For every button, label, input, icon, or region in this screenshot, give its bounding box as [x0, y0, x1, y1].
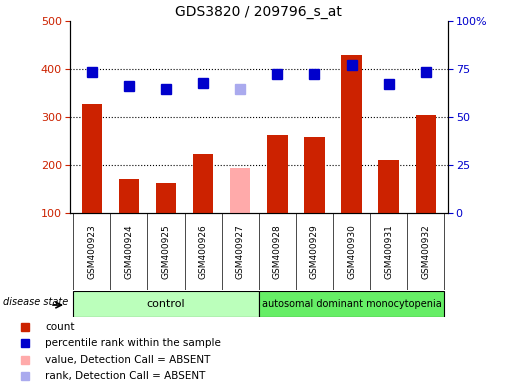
- Text: percentile rank within the sample: percentile rank within the sample: [45, 338, 221, 348]
- Title: GDS3820 / 209796_s_at: GDS3820 / 209796_s_at: [175, 5, 342, 19]
- Bar: [184, 21, 221, 213]
- Text: GSM400931: GSM400931: [384, 224, 393, 279]
- Text: autosomal dominant monocytopenia: autosomal dominant monocytopenia: [262, 299, 441, 309]
- Text: control: control: [147, 299, 185, 309]
- Text: GSM400930: GSM400930: [347, 224, 356, 279]
- Text: GSM400923: GSM400923: [87, 224, 96, 279]
- Bar: [147, 21, 184, 213]
- Text: GSM400927: GSM400927: [236, 224, 245, 279]
- Text: rank, Detection Call = ABSENT: rank, Detection Call = ABSENT: [45, 371, 205, 381]
- Bar: [73, 21, 110, 213]
- Bar: [193, 154, 213, 213]
- Bar: [341, 55, 362, 213]
- FancyBboxPatch shape: [259, 291, 444, 317]
- Bar: [230, 167, 250, 213]
- Text: GSM400926: GSM400926: [199, 224, 208, 279]
- Text: GSM400929: GSM400929: [310, 224, 319, 279]
- Bar: [304, 137, 324, 213]
- Text: value, Detection Call = ABSENT: value, Detection Call = ABSENT: [45, 354, 210, 364]
- Bar: [379, 161, 399, 213]
- Text: disease state: disease state: [4, 298, 68, 308]
- Bar: [407, 21, 444, 213]
- Bar: [416, 115, 436, 213]
- Bar: [118, 179, 139, 213]
- FancyBboxPatch shape: [73, 291, 259, 317]
- Text: count: count: [45, 322, 74, 332]
- Bar: [267, 135, 287, 213]
- Bar: [296, 21, 333, 213]
- Text: GSM400924: GSM400924: [125, 224, 133, 279]
- Bar: [333, 21, 370, 213]
- Bar: [156, 183, 176, 213]
- Bar: [221, 21, 259, 213]
- Bar: [81, 104, 102, 213]
- Bar: [259, 21, 296, 213]
- Text: GSM400928: GSM400928: [273, 224, 282, 279]
- Bar: [110, 21, 147, 213]
- Bar: [370, 21, 407, 213]
- Text: GSM400932: GSM400932: [421, 224, 431, 279]
- Text: GSM400925: GSM400925: [162, 224, 170, 279]
